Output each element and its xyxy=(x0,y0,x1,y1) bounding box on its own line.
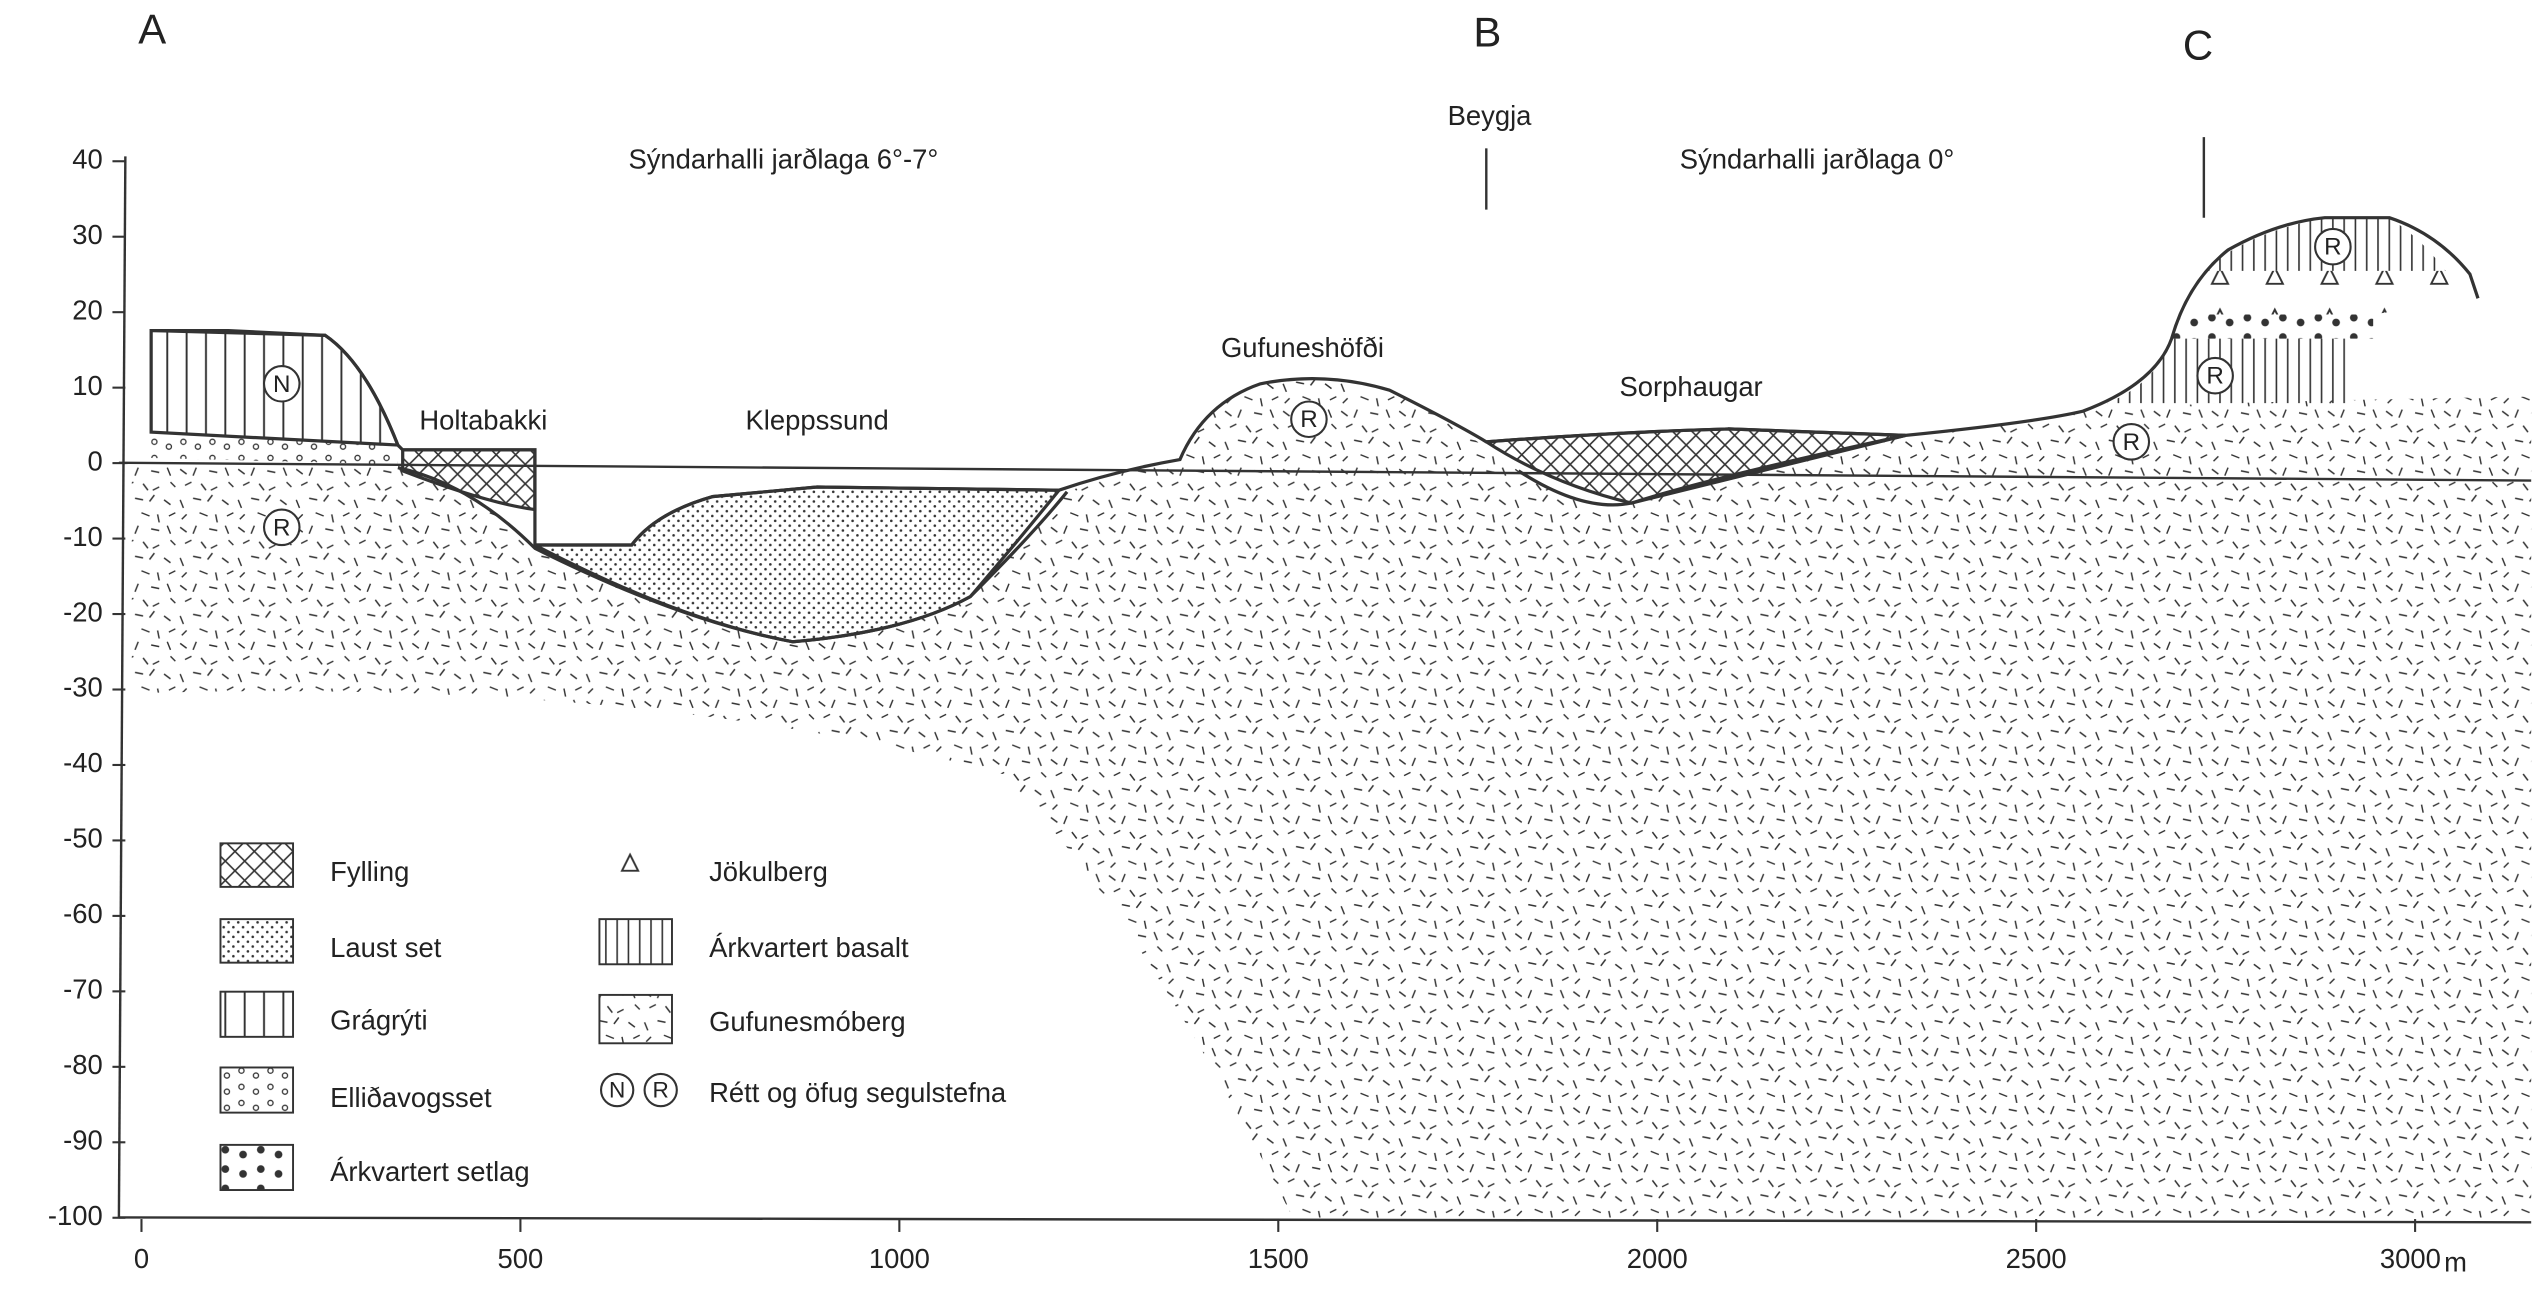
polarity-mark: R xyxy=(2206,363,2223,390)
legend-swatch xyxy=(220,1067,293,1112)
place-label: Gufuneshöfði xyxy=(1221,332,1384,363)
polarity-mark: R xyxy=(1300,406,1317,433)
y-tick-label: -20 xyxy=(63,596,103,627)
point-label: C xyxy=(2183,21,2213,68)
legend-label: Jökulberg xyxy=(709,856,828,887)
legend-swatch xyxy=(220,992,293,1037)
legend-label: Árkvartert basalt xyxy=(709,932,909,963)
y-tick-label: 40 xyxy=(72,143,102,174)
legend-swatch xyxy=(599,843,672,888)
polarity-mark: R xyxy=(2324,234,2341,261)
polarity-mark: R xyxy=(273,514,290,541)
legend-swatch xyxy=(599,919,672,964)
y-tick-label: -40 xyxy=(63,747,103,778)
y-tick-label: -80 xyxy=(63,1049,103,1080)
arkvartert-setlag xyxy=(2172,314,2374,338)
legend-label: Árkvartert setlag xyxy=(330,1156,530,1187)
point-label: B xyxy=(1473,9,1501,56)
y-tick-label: -100 xyxy=(48,1200,103,1231)
legend-symbol: R xyxy=(653,1078,669,1103)
place-label: Kleppssund xyxy=(745,405,888,436)
legend-swatch xyxy=(599,995,672,1043)
legend-label: Rétt og öfug segulstefna xyxy=(709,1077,1007,1108)
y-tick-label: 20 xyxy=(72,294,102,325)
y-tick-label: -90 xyxy=(63,1125,103,1156)
x-axis-unit: m xyxy=(2444,1246,2467,1277)
cross-section: 40 30 20 10 0 -10 -20 -30 -40 -50 -60 -70 -80 -90 -100… xyxy=(0,0,2534,1290)
x-tick-label: 500 xyxy=(498,1243,544,1274)
x-tick-label: 2500 xyxy=(2006,1243,2067,1274)
y-tick-label: -30 xyxy=(63,672,103,703)
x-tick-label: 0 xyxy=(134,1243,149,1274)
x-tick-label: 2000 xyxy=(1627,1243,1688,1274)
gufunesmoberg xyxy=(132,379,2531,1218)
y-tick-label: -10 xyxy=(63,521,103,552)
x-tick-label: 1500 xyxy=(1248,1243,1309,1274)
annotation: Sýndarhalli jarðlaga 0° xyxy=(1680,143,1955,174)
place-label: Sorphaugar xyxy=(1619,371,1762,402)
legend-swatch xyxy=(220,843,293,887)
y-tick-label: 10 xyxy=(72,370,102,401)
x-axis xyxy=(119,1217,2531,1222)
legend-symbol: N xyxy=(609,1078,625,1103)
x-tick-label: 3000 xyxy=(2380,1243,2441,1274)
y-tick-label: -60 xyxy=(63,898,103,929)
strata xyxy=(119,137,2531,1217)
legend-swatch xyxy=(220,919,293,963)
annotation: Beygja xyxy=(1448,100,1533,131)
y-tick-label: -50 xyxy=(63,823,103,854)
y-tick-label: 30 xyxy=(72,219,102,250)
y-axis xyxy=(119,156,125,1217)
legend-label: Laust set xyxy=(330,932,442,963)
legend-label: Fylling xyxy=(330,856,409,887)
legend-label: Grágrýti xyxy=(330,1005,427,1036)
legend-swatch xyxy=(220,1145,293,1190)
y-tick-label: 0 xyxy=(88,445,103,476)
polarity-mark: N xyxy=(273,371,290,398)
annotation: Sýndarhalli jarðlaga 6°-7° xyxy=(628,143,938,174)
polarity-mark: R xyxy=(2123,429,2140,456)
legend: Fylling Laust set Grágrýti Elliðavogsset… xyxy=(220,843,1006,1190)
x-tick-label: 1000 xyxy=(869,1243,930,1274)
legend-label: Elliðavogsset xyxy=(330,1082,492,1113)
legend-label: Gufunesmóberg xyxy=(709,1006,906,1037)
place-label: Holtabakki xyxy=(419,405,547,436)
jokulberg xyxy=(2180,271,2478,315)
point-label: A xyxy=(138,5,166,52)
y-tick-label: -70 xyxy=(63,974,103,1005)
